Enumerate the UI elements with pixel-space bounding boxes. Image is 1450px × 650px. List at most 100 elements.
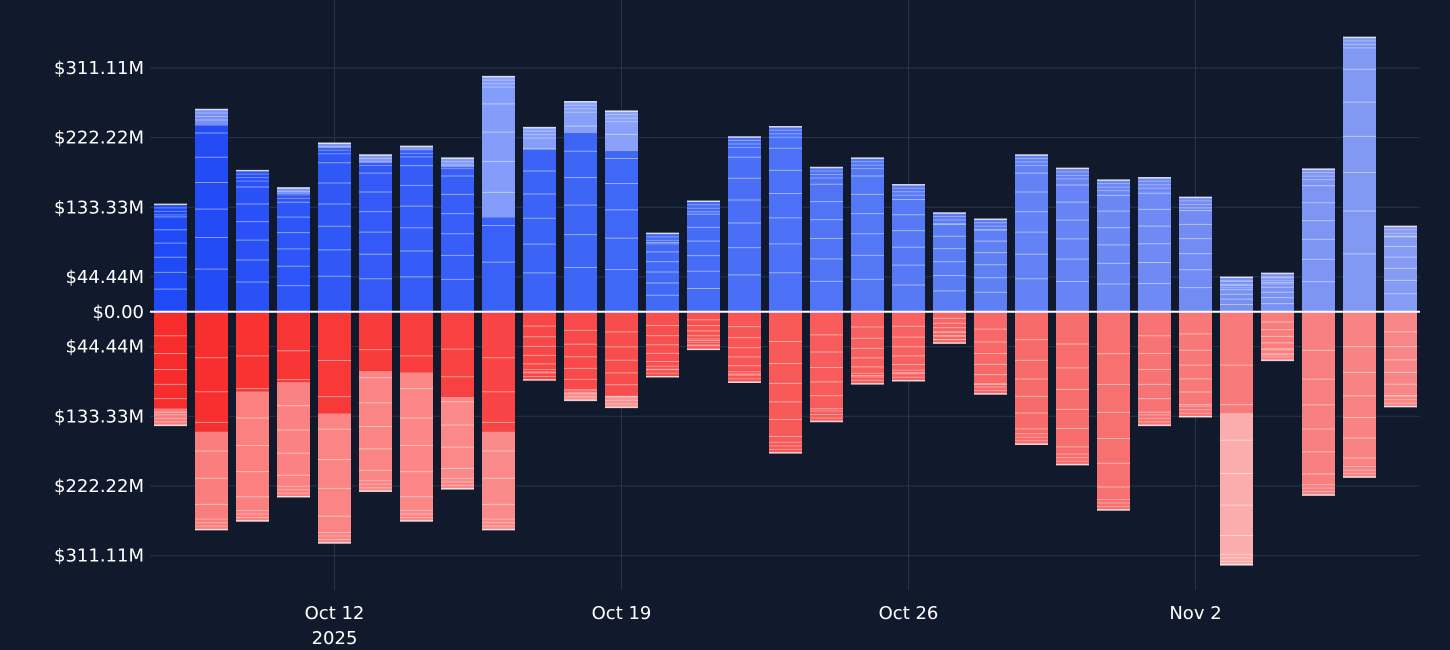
bar-negative[interactable] xyxy=(1056,311,1089,466)
bar-positive[interactable] xyxy=(1138,176,1171,312)
bar-positive[interactable] xyxy=(1179,196,1212,312)
bar-positive[interactable] xyxy=(1261,272,1294,312)
bar-positive[interactable] xyxy=(523,126,556,312)
bar-negative[interactable] xyxy=(728,311,761,384)
bar-positive[interactable] xyxy=(318,142,351,312)
bar-negative[interactable] xyxy=(154,311,187,427)
bar-segment-main xyxy=(400,311,433,373)
bar-negative[interactable] xyxy=(1343,311,1376,478)
bar-negative[interactable] xyxy=(400,311,433,522)
bar-segment-main xyxy=(810,311,843,422)
bar-positive[interactable] xyxy=(687,200,720,312)
bar-negative[interactable] xyxy=(1138,311,1171,427)
bar-positive[interactable] xyxy=(605,110,638,312)
bar-negative[interactable] xyxy=(1384,311,1417,408)
y-tick-label: $311.11M xyxy=(54,546,144,567)
bar-negative[interactable] xyxy=(318,311,351,544)
bar-negative[interactable] xyxy=(441,311,474,490)
bar-segment-main xyxy=(564,133,597,312)
bar-segment-main xyxy=(851,158,884,312)
bar-negative[interactable] xyxy=(277,311,310,498)
bar-negative[interactable] xyxy=(1220,311,1253,566)
bar-segment-main xyxy=(564,311,597,392)
bar-positive[interactable] xyxy=(277,187,310,312)
bar-segment-main xyxy=(605,311,638,396)
bar-positive[interactable] xyxy=(728,136,761,312)
bar-segment-light xyxy=(359,370,392,492)
bar-negative[interactable] xyxy=(564,311,597,402)
bar-negative[interactable] xyxy=(1015,311,1048,445)
bar-positive[interactable] xyxy=(1343,36,1376,312)
bar-negative[interactable] xyxy=(892,311,925,382)
bar-segment-light xyxy=(318,143,351,149)
bar-positive[interactable] xyxy=(1220,276,1253,312)
x-tick-label: Nov 2 xyxy=(1169,603,1221,624)
bar-positive[interactable] xyxy=(1384,225,1417,312)
bar-segment-main xyxy=(1384,311,1417,407)
bar-negative[interactable] xyxy=(1261,311,1294,362)
bar-negative[interactable] xyxy=(646,311,679,378)
bar-negative[interactable] xyxy=(523,311,556,381)
y-tick-label: $44.44M xyxy=(65,267,144,288)
bar-positive[interactable] xyxy=(400,145,433,312)
bar-segment-main xyxy=(1261,273,1294,312)
bar-negative[interactable] xyxy=(1179,311,1212,418)
bar-positive[interactable] xyxy=(1015,154,1048,312)
bar-negative[interactable] xyxy=(851,311,884,385)
bar-negative[interactable] xyxy=(605,311,638,409)
bar-segment-main xyxy=(441,167,474,312)
bar-segment-main xyxy=(523,311,556,380)
bar-segment-light xyxy=(605,111,638,152)
bars xyxy=(154,36,1417,566)
bar-segment-main xyxy=(195,125,228,312)
bar-positive[interactable] xyxy=(154,203,187,312)
bar-segment-main xyxy=(1302,311,1335,496)
bar-negative[interactable] xyxy=(1097,311,1130,511)
bar-negative[interactable] xyxy=(195,311,228,531)
bar-segment-main xyxy=(359,311,392,371)
bar-positive[interactable] xyxy=(564,100,597,312)
bar-negative[interactable] xyxy=(974,311,1007,395)
bar-positive[interactable] xyxy=(810,166,843,312)
bar-positive[interactable] xyxy=(1302,168,1335,312)
bar-positive[interactable] xyxy=(236,169,269,312)
bar-negative[interactable] xyxy=(1302,311,1335,496)
bar-negative[interactable] xyxy=(687,311,720,351)
bar-segment-light xyxy=(1220,413,1253,565)
bar-negative[interactable] xyxy=(810,311,843,423)
bar-segment-main xyxy=(892,311,925,381)
bar-negative[interactable] xyxy=(933,311,966,344)
bar-segment-main xyxy=(974,219,1007,312)
bar-segment-main xyxy=(482,217,515,312)
bar-positive[interactable] xyxy=(441,157,474,312)
x-tick-label: Oct 19 xyxy=(592,603,652,624)
bar-segment-main xyxy=(1056,311,1089,465)
bar-negative[interactable] xyxy=(482,311,515,531)
bar-segment-light xyxy=(523,127,556,150)
bar-segment-main xyxy=(318,311,351,414)
bar-positive[interactable] xyxy=(1056,167,1089,312)
bar-segment-main xyxy=(277,194,310,312)
bar-positive[interactable] xyxy=(851,157,884,312)
bar-positive[interactable] xyxy=(1097,179,1130,312)
bar-negative[interactable] xyxy=(236,311,269,522)
bar-segment-main xyxy=(1220,311,1253,414)
bar-segment-light xyxy=(400,146,433,150)
bar-segment-light xyxy=(482,431,515,530)
bar-segment-light xyxy=(277,382,310,497)
bar-positive[interactable] xyxy=(359,154,392,312)
bar-positive[interactable] xyxy=(482,75,515,312)
bar-positive[interactable] xyxy=(892,184,925,312)
y-tick-label: $133.33M xyxy=(54,406,144,427)
y-tick-label: $222.22M xyxy=(54,128,144,149)
bar-positive[interactable] xyxy=(646,232,679,312)
bar-negative[interactable] xyxy=(769,311,802,454)
bar-positive[interactable] xyxy=(769,126,802,312)
bar-positive[interactable] xyxy=(195,108,228,312)
bar-positive[interactable] xyxy=(974,218,1007,312)
x-tick-label: Oct 12 xyxy=(305,603,365,624)
bar-negative[interactable] xyxy=(359,311,392,492)
bar-positive[interactable] xyxy=(933,212,966,312)
bar-segment-light xyxy=(359,155,392,163)
bar-segment-light xyxy=(605,395,638,408)
